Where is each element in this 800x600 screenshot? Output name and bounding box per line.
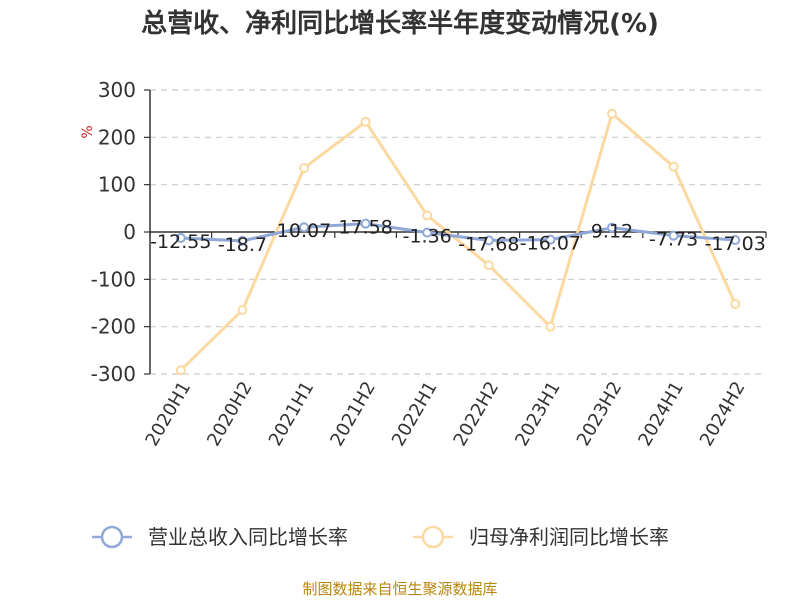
data-point-1[interactable] (422, 210, 433, 221)
data-label: 17.58 (338, 217, 392, 239)
grid (150, 89, 766, 375)
data-label: -18.7 (218, 234, 267, 256)
x-tick-label: 2020H2 (203, 378, 257, 450)
y-axis-ticks: -300 -200 -100 0 100 200 300 (91, 78, 150, 386)
x-axis-ticks: 2020H1 2020H2 2021H1 2021H2 2022H1 2022H2 2023… (142, 231, 767, 450)
data-point-0[interactable] (360, 218, 371, 229)
data-point-1[interactable] (237, 305, 248, 316)
source-note: 制图数据来自恒生聚源数据库 (302, 580, 497, 598)
x-tick-label: 2022H1 (388, 378, 442, 450)
data-point-0[interactable] (668, 230, 679, 241)
legend-revenue-marker (100, 525, 124, 549)
legend-item-net-profit[interactable]: 归母净利润同比增长率 (413, 525, 669, 549)
x-tick-label: 2023H2 (573, 378, 627, 450)
y-tick-label: -300 (91, 362, 136, 386)
legend-net-profit-label: 归母净利润同比增长率 (469, 525, 669, 549)
data-label: -1.36 (403, 226, 452, 248)
data-point-1[interactable] (668, 161, 679, 172)
data-label: -16.07 (520, 233, 581, 255)
data-label: -7.73 (649, 229, 698, 251)
series (175, 108, 741, 376)
data-point-1[interactable] (483, 260, 494, 271)
data-point-0[interactable] (422, 227, 433, 238)
x-tick-label: 2024H2 (696, 378, 750, 450)
data-point-0[interactable] (299, 222, 309, 233)
data-label: -17.68 (458, 233, 519, 255)
chart-title: 总营收、净利同比增长率半年度变动情况(%) (141, 8, 659, 39)
data-point-0[interactable] (175, 232, 186, 243)
x-tick-label: 2024H1 (634, 378, 688, 450)
data-label: 9.12 (591, 221, 633, 243)
y-tick-label: -100 (91, 267, 136, 291)
series-line-0 (180, 222, 736, 243)
data-point-1[interactable] (360, 116, 371, 127)
data-point-0[interactable] (607, 222, 617, 233)
data-point-0[interactable] (237, 235, 248, 246)
data-point-1[interactable] (545, 321, 556, 332)
legend-revenue-label: 营业总收入同比增长率 (148, 525, 348, 549)
data-point-1[interactable] (730, 298, 741, 309)
data-labels: -12.55 -18.7 10.07 17.58 -1.36 -17.68 -16.07 9.… (150, 217, 766, 256)
y-axis-unit: % (80, 125, 96, 138)
data-point-1[interactable] (175, 365, 186, 376)
legend-item-revenue[interactable]: 营业总收入同比增长率 (92, 525, 348, 549)
y-tick-label: -200 (91, 315, 136, 339)
x-tick-label: 2022H2 (450, 378, 504, 450)
y-tick-label: 300 (98, 78, 136, 102)
data-point-0[interactable] (545, 234, 556, 245)
data-label: -12.55 (150, 231, 211, 253)
y-tick-label: 200 (98, 125, 136, 149)
data-label: 10.07 (277, 220, 331, 242)
x-tick-label: 2021H2 (326, 378, 380, 450)
x-tick-label: 2020H1 (142, 378, 196, 450)
y-tick-label: 0 (123, 220, 136, 244)
legend: 营业总收入同比增长率 归母净利润同比增长率 (92, 525, 669, 549)
x-tick-label: 2021H1 (265, 378, 319, 450)
data-label: -17.03 (705, 233, 766, 255)
legend-net-profit-marker (421, 525, 445, 549)
data-point-0[interactable] (483, 235, 494, 246)
data-point-0[interactable] (730, 235, 741, 246)
x-tick-label: 2023H1 (511, 378, 565, 450)
data-point-1[interactable] (607, 108, 617, 119)
data-point-1[interactable] (299, 163, 309, 174)
series-line-1 (179, 112, 737, 372)
y-tick-label: 100 (98, 173, 136, 197)
